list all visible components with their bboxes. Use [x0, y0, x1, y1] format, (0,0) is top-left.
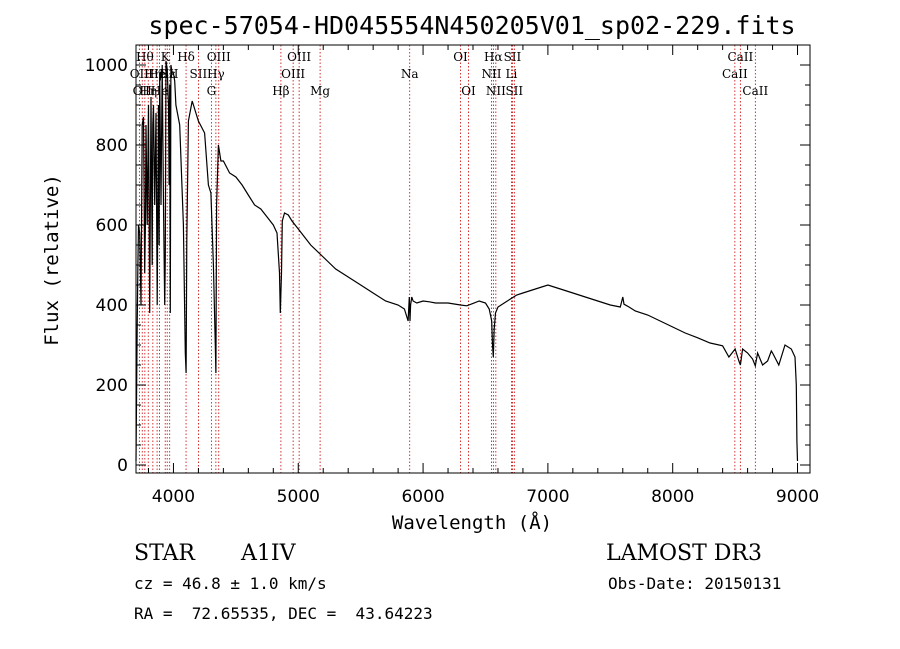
spectral-line-label: Hδ: [177, 50, 195, 64]
redshift-cz: cz = 46.8 ± 1.0 km/s: [134, 574, 327, 593]
y-tick-label: 200: [96, 376, 128, 396]
spectral-line-label: Na: [401, 67, 419, 81]
spectral-line-label: OII: [130, 67, 150, 81]
x-tick-label: 5000: [277, 487, 320, 507]
spectral-line-labels: OIIOIIHθHηHηHeHeKHεSIIHδSIIGHγOIIIHβOIII…: [130, 50, 769, 98]
coordinates: RA = 72.65535, DEC = 43.64223: [134, 604, 433, 623]
x-tick-label: 8000: [651, 487, 694, 507]
spectral-line-label: SII: [161, 67, 179, 81]
spectral-line-label: Mg: [310, 84, 330, 98]
flux-series-line: [135, 60, 799, 462]
survey-name: LAMOST DR3: [606, 541, 762, 566]
y-axis-label: Flux (relative): [41, 174, 63, 346]
spectral-line-label: SII: [504, 50, 522, 64]
spectral-line-label: NII: [486, 84, 506, 98]
x-tick-label: 9000: [776, 487, 819, 507]
spectral-line-label: CaII: [727, 50, 753, 64]
spectral-line-label: OI: [461, 84, 476, 98]
spectral-line-label: Hβ: [272, 84, 289, 98]
spectral-line-label: Li: [506, 67, 518, 81]
obs-date: Obs-Date: 20150131: [608, 574, 781, 593]
axis-ticks: 4000 5000 6000 7000 8000 9000 0 200 400 600 800 100…: [85, 45, 819, 507]
spectral-line-markers: [138, 45, 756, 473]
object-class: STAR: [134, 541, 196, 566]
x-tick-label: 6000: [401, 487, 444, 507]
y-tick-label: 400: [96, 296, 128, 316]
spectral-line-label: Hγ: [207, 67, 225, 81]
spectral-line-label: OII: [133, 84, 153, 98]
chart-title: spec-57054-HD045554N450205V01_sp02-229.f…: [148, 11, 795, 40]
y-tick-label: 1000: [85, 56, 128, 76]
spectral-line-label: Hα: [484, 50, 503, 64]
spectral-line-label: Hθ: [136, 50, 154, 64]
y-tick-label: 0: [117, 456, 128, 476]
spectral-line-label: OIII: [207, 50, 231, 64]
spectral-line-label: OI: [453, 50, 468, 64]
spectral-line-label: SII: [190, 67, 208, 81]
y-tick-label: 600: [96, 216, 128, 236]
spectral-line-label: Hη: [144, 67, 162, 81]
spectral-line-label: K: [161, 50, 171, 64]
spectral-line-label: He: [148, 67, 166, 81]
spectral-line-label: G: [207, 84, 217, 98]
spectral-line-label: CaII: [742, 84, 768, 98]
x-axis-label: Wavelength (Å): [392, 511, 552, 534]
spectral-line-label: CaII: [722, 67, 748, 81]
plot-frame: [135, 44, 811, 474]
spectral-line-label: NII: [481, 67, 501, 81]
spectral-line-label: OIII: [281, 67, 305, 81]
spectral-line-label: OIII: [287, 50, 311, 64]
x-tick-label: 4000: [152, 487, 195, 507]
spectral-line-label: Hη: [139, 84, 157, 98]
y-tick-label: 800: [96, 136, 128, 156]
spectral-line-label: SII: [505, 84, 523, 98]
object-subclass: A1IV: [240, 541, 297, 566]
x-tick-label: 7000: [526, 487, 569, 507]
